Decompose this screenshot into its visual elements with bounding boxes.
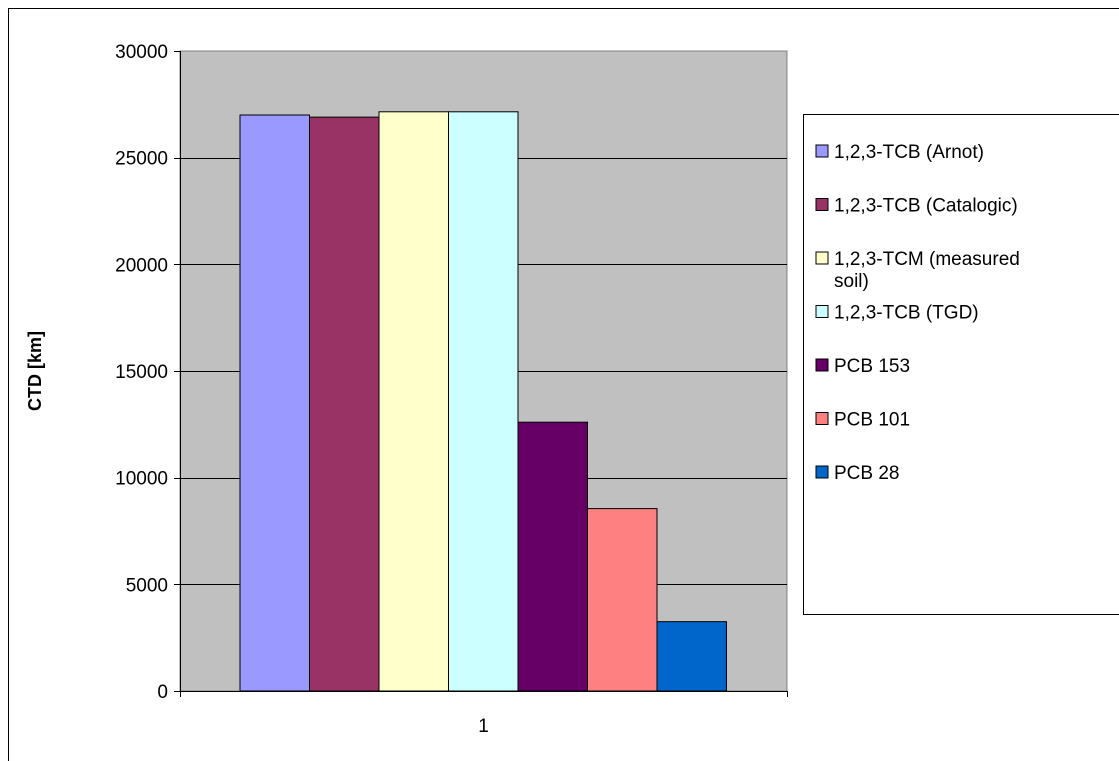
- legend: 1,2,3-TCB (Arnot) 1,2,3-TCB (Catalogic) 1,…: [803, 114, 1119, 615]
- y-tick-label: 25000: [115, 149, 168, 170]
- y-tick-labels: 0 5000 10000 15000 20000 25000 30000: [115, 42, 168, 703]
- legend-label: 1,2,3-TCB (TGD): [834, 303, 979, 324]
- bar-6: [587, 508, 658, 692]
- y-tick-label: 30000: [115, 42, 168, 63]
- x-tick-label: 1: [478, 716, 489, 737]
- legend-label: 1,2,3-TCM (measured soil): [834, 249, 1020, 292]
- bars: [239, 111, 727, 692]
- axes: [174, 51, 788, 697]
- y-tick-label: 5000: [126, 575, 168, 596]
- bar-5: [517, 421, 588, 692]
- legend-box: [803, 114, 1119, 615]
- legend-swatch: [815, 465, 829, 479]
- y-tick-label: 0: [157, 682, 168, 703]
- legend-label: 1,2,3-TCB (Arnot): [834, 142, 984, 163]
- legend-label: PCB 101: [834, 410, 910, 431]
- legend-swatch: [815, 412, 829, 425]
- y-tick-label: 20000: [115, 255, 168, 276]
- bar-4: [448, 111, 519, 692]
- bar-3: [378, 111, 449, 692]
- legend-label: PCB 153: [834, 356, 910, 377]
- y-axis-title: CTD [km]: [25, 331, 45, 411]
- legend-swatch: [815, 305, 829, 318]
- legend-swatch: [815, 251, 829, 265]
- legend-swatch: [815, 198, 829, 211]
- bar-2: [309, 116, 380, 692]
- y-tick-label: 10000: [115, 469, 168, 490]
- bar-1: [239, 114, 310, 692]
- legend-swatch: [815, 144, 829, 158]
- x-tick-labels: 1: [478, 716, 489, 737]
- bar-7: [656, 621, 727, 692]
- legend-swatch: [815, 358, 829, 372]
- y-tick-label: 15000: [115, 362, 168, 383]
- legend-label: PCB 28: [834, 463, 899, 484]
- legend-label: 1,2,3-TCB (Catalogic): [834, 196, 1018, 217]
